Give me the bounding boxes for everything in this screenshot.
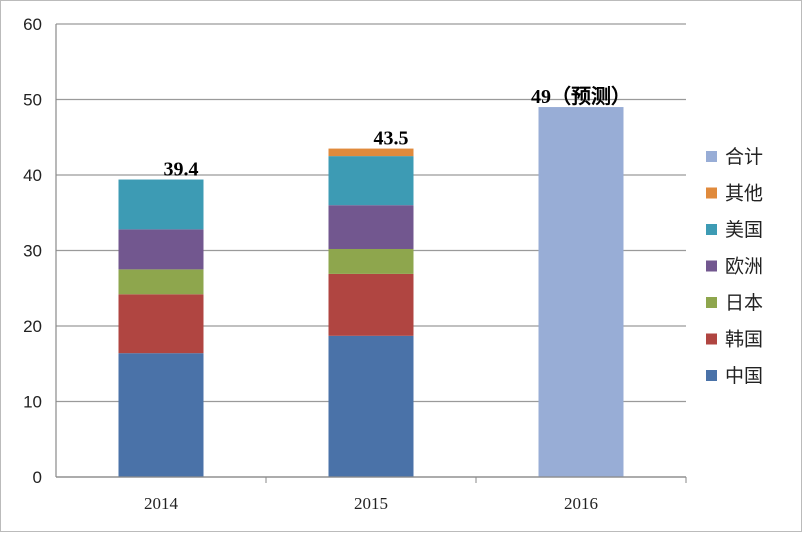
bar-segment-2015-其他 — [328, 148, 414, 157]
bar-segment-2015-欧洲 — [328, 205, 414, 249]
legend-label: 其他 — [725, 183, 763, 205]
legend-label: 韩国 — [725, 329, 763, 351]
x-tick-label: 2016 — [564, 494, 598, 513]
legend-swatch-其他 — [706, 187, 717, 199]
legend-swatch-合计 — [706, 151, 717, 162]
legend-label: 日本 — [725, 292, 763, 314]
y-tick-label: 20 — [23, 317, 42, 336]
legend-swatch-日本 — [706, 297, 717, 308]
bar-segment-2016-合计 — [538, 107, 624, 478]
bar-segment-2015-美国 — [328, 156, 414, 206]
bar-segment-2014-韩国 — [118, 294, 204, 354]
y-tick-label: 10 — [23, 393, 42, 412]
y-tick-label: 60 — [23, 15, 42, 34]
legend-label: 中国 — [725, 365, 763, 387]
bar-segment-2015-中国 — [328, 335, 414, 477]
data-label-2014: 39.4 — [164, 159, 199, 181]
legend-swatch-中国 — [706, 370, 717, 381]
bar-segment-2015-日本 — [328, 248, 414, 274]
legend-label: 合计 — [725, 146, 763, 168]
legend-swatch-韩国 — [706, 333, 717, 345]
bar-segment-2014-美国 — [118, 179, 204, 230]
legend-swatch-美国 — [706, 224, 717, 235]
bar-segment-2015-韩国 — [328, 273, 414, 336]
bar-segment-2014-欧洲 — [118, 229, 204, 270]
y-tick-label: 0 — [33, 468, 42, 487]
y-tick-label: 30 — [23, 242, 42, 261]
x-tick-label: 2015 — [354, 494, 388, 513]
legend-label: 欧洲 — [725, 256, 763, 278]
legend-swatch-欧洲 — [706, 260, 717, 272]
y-tick-label: 50 — [23, 91, 42, 110]
x-tick-label: 2014 — [144, 494, 179, 513]
legend-label: 美国 — [725, 219, 763, 241]
bar-segment-2014-中国 — [118, 353, 204, 477]
y-tick-label: 40 — [23, 166, 42, 185]
bar-segment-2014-日本 — [118, 269, 204, 295]
data-label-2015: 43.5 — [374, 128, 409, 150]
data-label-2016: 49（预测） — [531, 85, 631, 108]
